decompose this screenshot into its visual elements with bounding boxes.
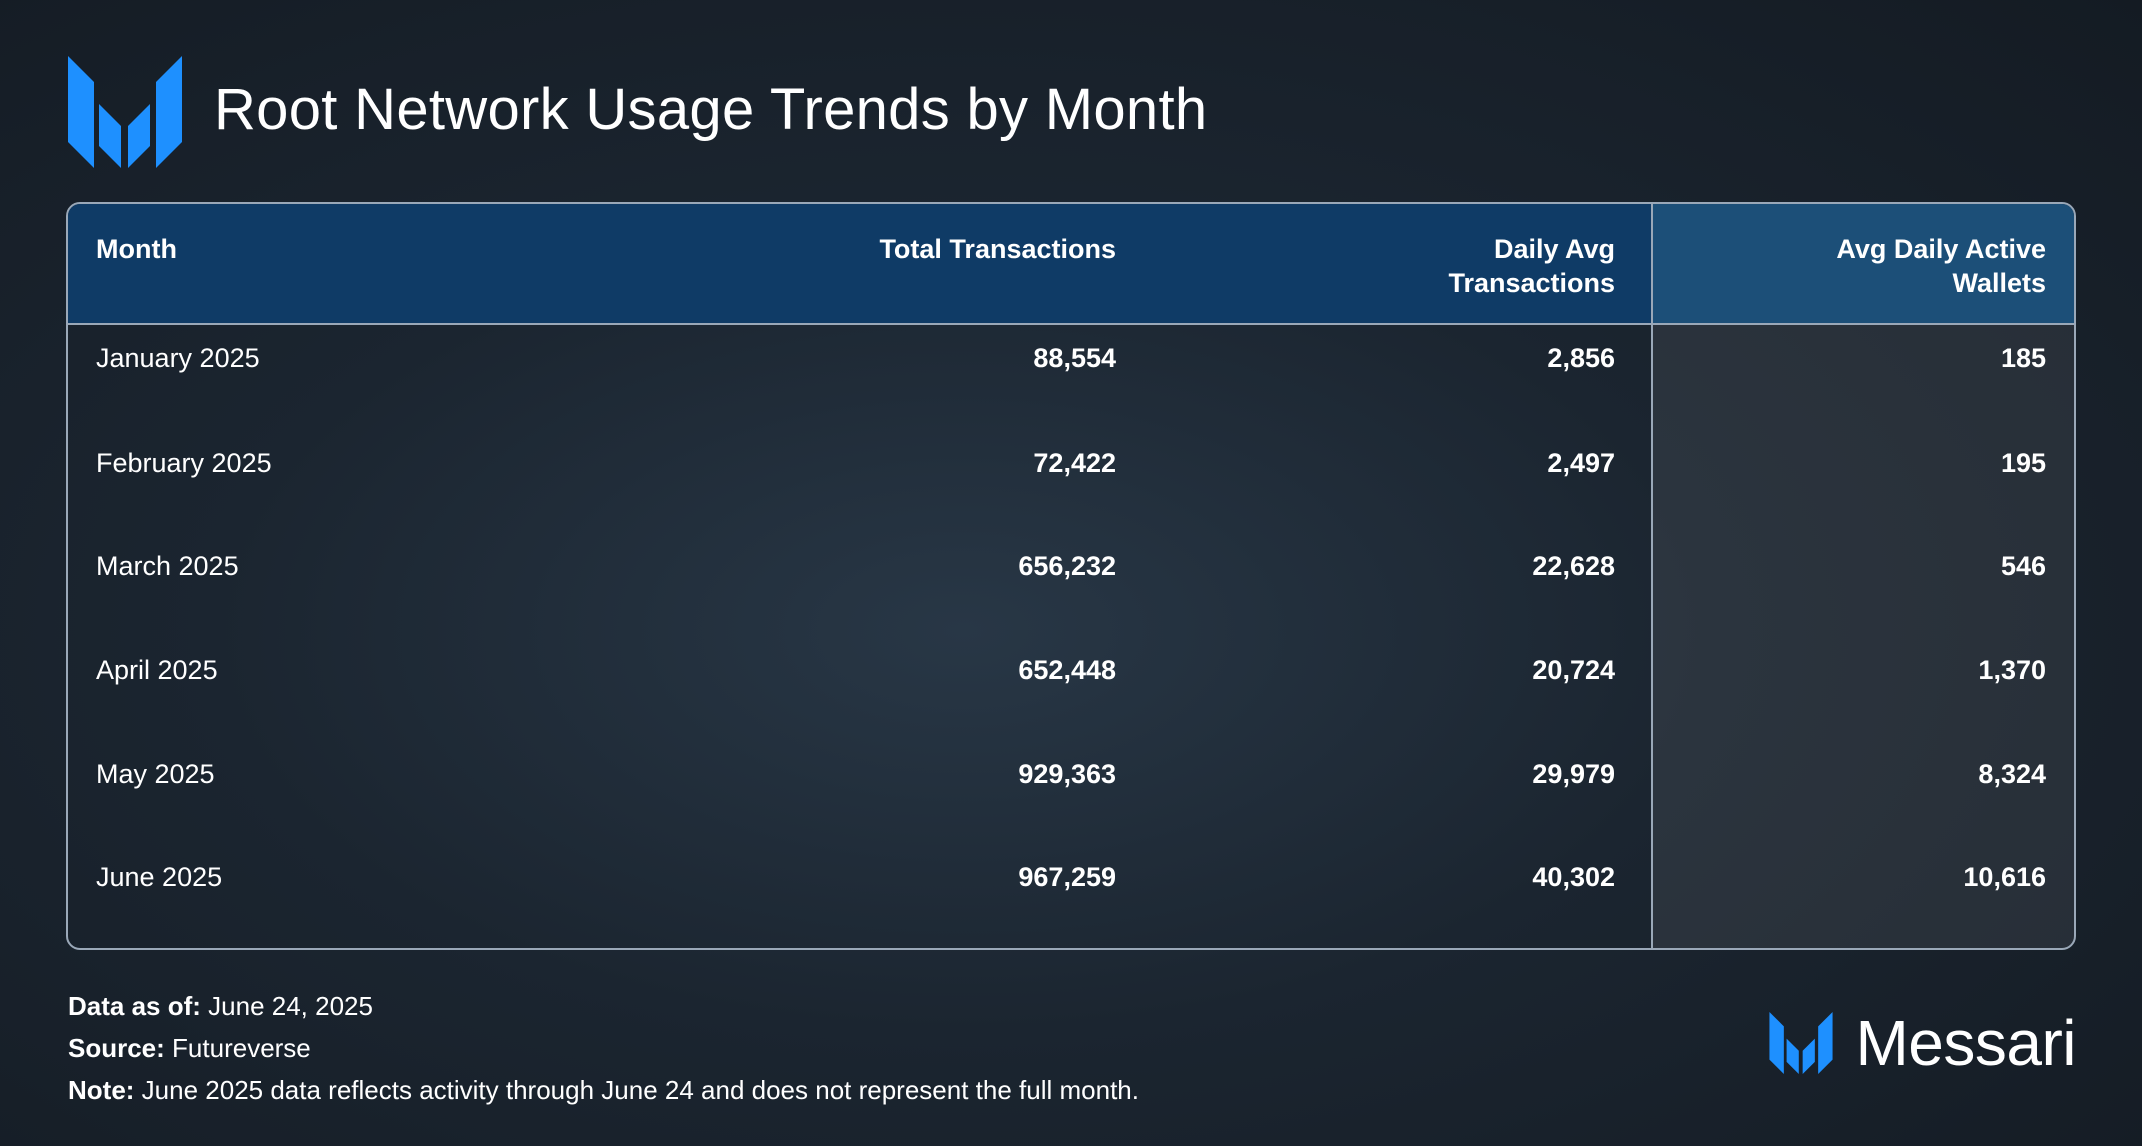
cell-total-transactions: 929,363 — [1018, 758, 1116, 789]
cell-daily-avg-transactions: 22,628 — [1532, 551, 1615, 582]
cell-total-transactions: 88,554 — [1033, 343, 1116, 373]
cell-month: March 2025 — [96, 551, 239, 582]
column-header-total-transactions: Total Transactions — [482, 204, 1152, 325]
chart-footer: Data as of: June 24, 2025 Source: Future… — [68, 985, 1139, 1111]
messari-brand: Messari — [1769, 1008, 2076, 1078]
note-line: Note: June 2025 data reflects activity t… — [68, 1075, 1139, 1105]
table-row: April 2025 652,448 20,724 1,370 — [68, 637, 2074, 741]
cell-month: February 2025 — [96, 447, 272, 478]
cell-avg-daily-active-wallets: 195 — [1651, 429, 2074, 534]
cell-total-transactions: 72,422 — [1033, 447, 1116, 478]
table-row: June 2025 967,259 40,302 10,616 — [68, 844, 2074, 948]
messari-logo-icon — [68, 56, 182, 168]
source-line: Source: Futureverse — [68, 1033, 311, 1063]
cell-avg-daily-active-wallets: 10,616 — [1651, 844, 2074, 948]
usage-table: Month Total Transactions Daily Avg Trans… — [66, 202, 2076, 950]
chart-title: Root Network Usage Trends by Month — [214, 77, 1208, 142]
cell-avg-daily-active-wallets: 1,370 — [1651, 637, 2074, 741]
cell-daily-avg-transactions: 2,856 — [1547, 343, 1615, 373]
cell-avg-daily-active-wallets: 8,324 — [1651, 740, 2074, 845]
cell-avg-daily-active-wallets: 185 — [1651, 324, 2074, 430]
table-row: May 2025 929,363 29,979 8,324 — [68, 740, 2074, 845]
cell-daily-avg-transactions: 29,979 — [1532, 758, 1615, 789]
column-header-daily-avg-transactions: Daily Avg Transactions — [1152, 204, 1652, 325]
table-row: March 2025 656,232 22,628 546 — [68, 533, 2074, 637]
messari-wordmark: Messari — [1855, 1007, 2076, 1079]
cell-daily-avg-transactions: 40,302 — [1532, 862, 1615, 893]
messari-small-logo-icon — [1769, 1012, 1834, 1074]
cell-month: April 2025 — [96, 655, 218, 685]
cell-month: January 2025 — [96, 343, 260, 373]
data-as-of-line: Data as of: June 24, 2025 — [68, 991, 373, 1021]
column-header-month: Month — [68, 204, 482, 325]
cell-daily-avg-transactions: 2,497 — [1547, 447, 1615, 478]
cell-avg-daily-active-wallets: 546 — [1651, 533, 2074, 637]
column-header-avg-daily-active-wallets: Avg Daily Active Wallets — [1651, 204, 2074, 325]
table-row: January 2025 88,554 2,856 185 — [68, 324, 2074, 430]
cell-total-transactions: 967,259 — [1018, 862, 1116, 893]
cell-month: June 2025 — [96, 862, 223, 893]
cell-total-transactions: 652,448 — [1018, 655, 1116, 685]
cell-month: May 2025 — [96, 758, 215, 789]
table-header-row: Month Total Transactions Daily Avg Trans… — [68, 204, 2074, 325]
cell-daily-avg-transactions: 20,724 — [1532, 655, 1615, 685]
table-row: February 2025 72,422 2,497 195 — [68, 429, 2074, 534]
cell-total-transactions: 656,232 — [1018, 551, 1116, 582]
